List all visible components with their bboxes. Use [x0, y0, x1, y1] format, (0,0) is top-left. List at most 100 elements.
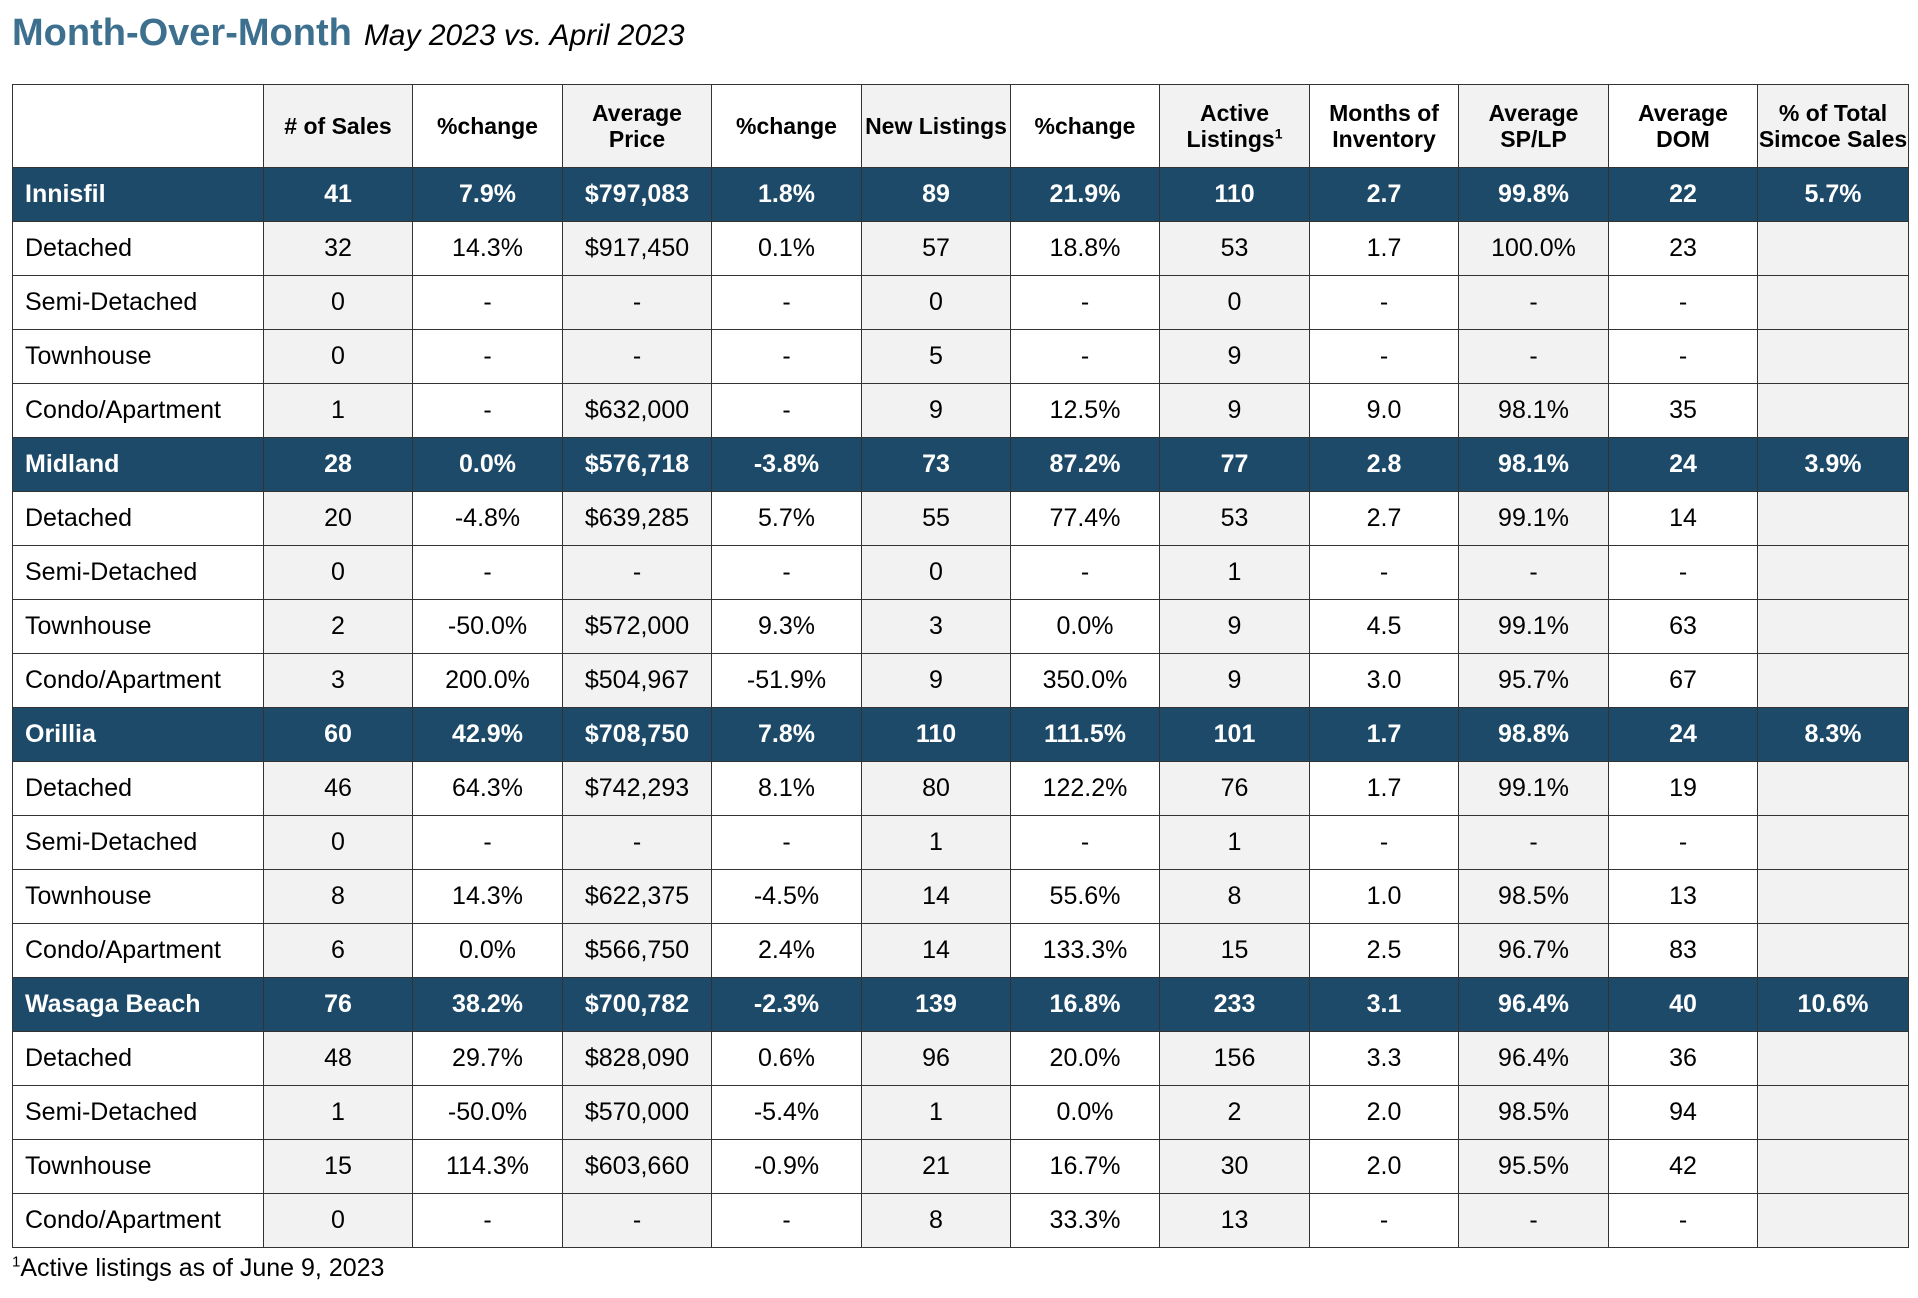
- cell-sales: 48: [263, 1031, 413, 1086]
- cell-sales-change: 14.3%: [412, 221, 563, 276]
- cell-active-listings: 15: [1159, 923, 1310, 978]
- cell-average-price: -: [562, 815, 712, 870]
- cell-active-listings: 0: [1159, 275, 1310, 330]
- cell-months-inventory: 1.0: [1309, 869, 1459, 924]
- cell-dom: -: [1608, 815, 1758, 870]
- page-subtitle: May 2023 vs. April 2023: [363, 19, 685, 52]
- cell-type: Semi-Detached: [12, 275, 264, 330]
- cell-dom: 14: [1608, 491, 1758, 546]
- cell-sales: 1: [263, 383, 413, 438]
- cell-dom: -: [1608, 545, 1758, 600]
- cell-sp-lp: -: [1458, 815, 1609, 870]
- active-listings-label: Active Listings: [1186, 100, 1275, 152]
- cell-sales: 0: [263, 1193, 413, 1248]
- cell-price-change: -: [711, 545, 862, 600]
- cell-active-listings: 1: [1159, 815, 1310, 870]
- cell-dom: -: [1608, 329, 1758, 384]
- cell-dom: -: [1608, 1193, 1758, 1248]
- cell-type: Condo/Apartment: [12, 1193, 264, 1248]
- cell-price-change: 2.4%: [711, 923, 862, 978]
- cell-new-listings: 5: [861, 329, 1011, 384]
- cell-type: Detached: [12, 761, 264, 816]
- summary-cell-type: Midland: [12, 437, 264, 492]
- column-header-sales-change: %change: [412, 84, 563, 168]
- cell-price-change: -5.4%: [711, 1085, 862, 1140]
- summary-cell-dom: 40: [1608, 977, 1758, 1032]
- cell-sp-lp: 100.0%: [1458, 221, 1609, 276]
- cell-listings-change: 12.5%: [1010, 383, 1160, 438]
- summary-cell-dom: 24: [1608, 707, 1758, 762]
- cell-sales-change: 0.0%: [412, 923, 563, 978]
- cell-listings-change: 77.4%: [1010, 491, 1160, 546]
- cell-listings-change: 55.6%: [1010, 869, 1160, 924]
- summary-cell-sales-change: 0.0%: [412, 437, 563, 492]
- cell-sp-lp: 96.4%: [1458, 1031, 1609, 1086]
- column-header-sp-lp: Average SP/LP: [1458, 84, 1609, 168]
- cell-dom: 63: [1608, 599, 1758, 654]
- cell-new-listings: 96: [861, 1031, 1011, 1086]
- cell-months-inventory: -: [1309, 815, 1459, 870]
- summary-cell-listings-change: 111.5%: [1010, 707, 1160, 762]
- summary-cell-months-inventory: 1.7: [1309, 707, 1459, 762]
- summary-cell-sales-change: 38.2%: [412, 977, 563, 1032]
- table-row: Condo/Apartment 0- - -8 33.3% 13- - -: [12, 1193, 1909, 1248]
- cell-average-price: $566,750: [562, 923, 712, 978]
- summary-cell-sales-change: 42.9%: [412, 707, 563, 762]
- cell-sales: 0: [263, 545, 413, 600]
- table-row: Condo/Apartment 1- $632,000-9 12.5% 9 9.0 98.1…: [12, 383, 1909, 438]
- cell-months-inventory: 1.7: [1309, 221, 1459, 276]
- summary-row: Orillia 60 42.9% $708,750 7.8% 110 111.5% 101 1.…: [12, 707, 1909, 762]
- summary-cell-sp-lp: 99.8%: [1458, 167, 1609, 222]
- cell-simcoe-share: [1757, 761, 1909, 816]
- cell-simcoe-share: [1757, 653, 1909, 708]
- summary-cell-type: Innisfil: [12, 167, 264, 222]
- table-row: Condo/Apartment 6 0.0% $566,750 2.4% 14 133.3%…: [12, 923, 1909, 978]
- summary-cell-sales: 60: [263, 707, 413, 762]
- column-header-dom: Average DOM: [1608, 84, 1758, 168]
- footnote-sup: 1: [12, 1253, 21, 1271]
- summary-cell-active-listings: 101: [1159, 707, 1310, 762]
- cell-sales-change: -: [412, 329, 563, 384]
- column-header-sales: # of Sales: [263, 84, 413, 168]
- table-row: Detached 46 64.3% $742,293 8.1% 80 122.2% 76 1.7…: [12, 761, 1909, 816]
- summary-cell-dom: 22: [1608, 167, 1758, 222]
- cell-dom: 36: [1608, 1031, 1758, 1086]
- column-header-price-change: %change: [711, 84, 862, 168]
- footnote: 1Active listings as of June 9, 2023: [12, 1254, 384, 1283]
- summary-cell-sp-lp: 98.1%: [1458, 437, 1609, 492]
- cell-months-inventory: -: [1309, 545, 1459, 600]
- cell-sp-lp: 99.1%: [1458, 761, 1609, 816]
- summary-cell-type: Wasaga Beach: [12, 977, 264, 1032]
- summary-cell-price-change: 7.8%: [711, 707, 862, 762]
- cell-dom: 67: [1608, 653, 1758, 708]
- cell-dom: 23: [1608, 221, 1758, 276]
- table-row: Semi-Detached 0- - -0-1- - -: [12, 545, 1909, 600]
- table-row: Semi-Detached 0- - -1-1- - -: [12, 815, 1909, 870]
- table-row: Condo/Apartment 3 200.0% $504,967 -51.9% 9 350…: [12, 653, 1909, 708]
- cell-listings-change: 16.7%: [1010, 1139, 1160, 1194]
- summary-cell-sales: 76: [263, 977, 413, 1032]
- cell-price-change: -: [711, 1193, 862, 1248]
- cell-dom: 35: [1608, 383, 1758, 438]
- cell-listings-change: 0.0%: [1010, 599, 1160, 654]
- cell-sales: 46: [263, 761, 413, 816]
- column-header-active-listings: Active Listings1: [1159, 84, 1310, 168]
- summary-cell-type: Orillia: [12, 707, 264, 762]
- cell-sales-change: -: [412, 815, 563, 870]
- summary-cell-sales: 28: [263, 437, 413, 492]
- summary-cell-months-inventory: 2.8: [1309, 437, 1459, 492]
- cell-dom: 42: [1608, 1139, 1758, 1194]
- cell-months-inventory: 9.0: [1309, 383, 1459, 438]
- cell-type: Detached: [12, 491, 264, 546]
- cell-average-price: $603,660: [562, 1139, 712, 1194]
- cell-months-inventory: 2.7: [1309, 491, 1459, 546]
- cell-new-listings: 80: [861, 761, 1011, 816]
- cell-months-inventory: 3.0: [1309, 653, 1459, 708]
- table-row: Detached 32 14.3% $917,450 0.1% 57 18.8% 53 1.7 1…: [12, 221, 1909, 276]
- summary-cell-listings-change: 87.2%: [1010, 437, 1160, 492]
- header-row: # of Sales %change Average Price %change…: [12, 84, 1909, 168]
- cell-listings-change: 122.2%: [1010, 761, 1160, 816]
- cell-active-listings: 13: [1159, 1193, 1310, 1248]
- cell-sp-lp: 96.7%: [1458, 923, 1609, 978]
- cell-sales-change: -: [412, 275, 563, 330]
